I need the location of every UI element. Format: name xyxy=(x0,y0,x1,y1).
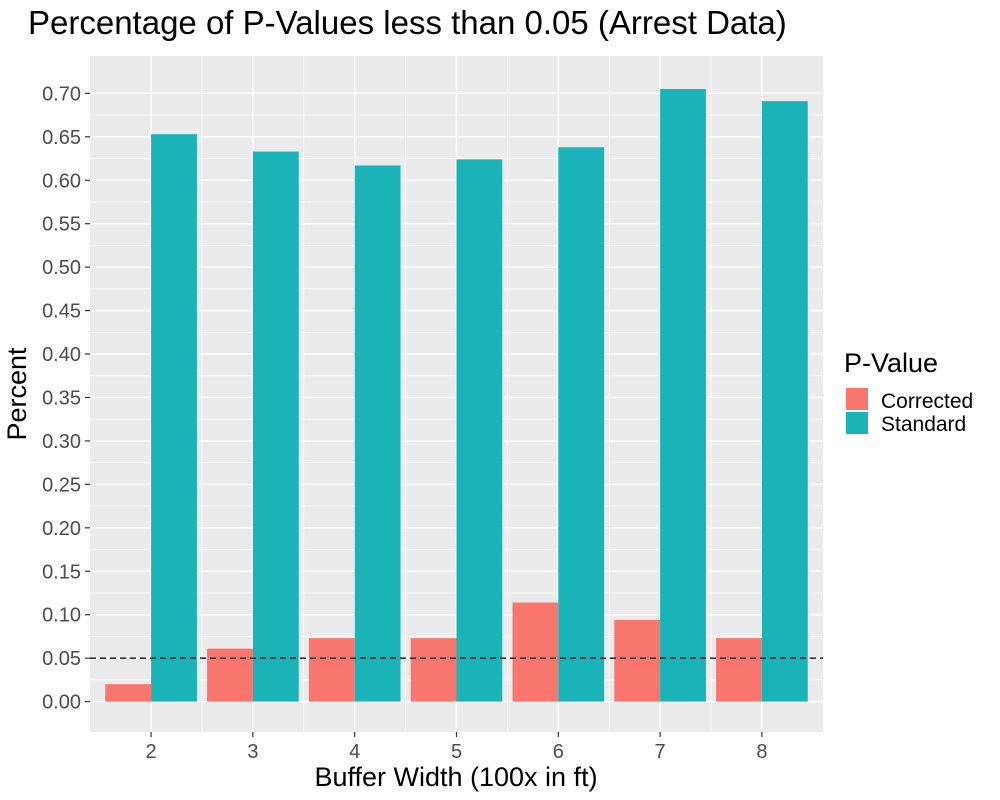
x-tick-label: 4 xyxy=(349,741,360,763)
y-tick-label: 0.40 xyxy=(42,344,81,366)
bar-corrected-6 xyxy=(512,602,559,702)
x-tick-label: 2 xyxy=(146,741,157,763)
bar-standard-4 xyxy=(354,165,401,702)
x-tick-label: 7 xyxy=(655,741,666,763)
legend-key-corrected xyxy=(846,388,868,410)
bar-corrected-4 xyxy=(308,638,355,702)
y-tick-label: 0.35 xyxy=(42,387,81,409)
x-tick-label: 5 xyxy=(451,741,462,763)
y-tick-label: 0.05 xyxy=(42,648,81,670)
bar-standard-3 xyxy=(252,151,299,702)
legend-label-corrected: Corrected xyxy=(881,390,973,413)
y-tick-label: 0.20 xyxy=(42,518,81,540)
legend-label-standard: Standard xyxy=(881,413,966,436)
y-tick-label: 0.10 xyxy=(42,605,81,627)
y-tick-label: 0.65 xyxy=(42,127,81,149)
y-axis-label: Percent xyxy=(2,347,32,441)
y-tick-label: 0.00 xyxy=(42,692,81,714)
legend-key-standard xyxy=(846,412,868,434)
bars xyxy=(105,89,808,702)
legend: P-Value Corrected Standard xyxy=(844,348,973,436)
bar-standard-7 xyxy=(660,89,706,702)
y-tick-label: 0.70 xyxy=(42,83,81,105)
legend-title: P-Value xyxy=(844,348,938,378)
x-axis-ticks: 2 3 4 5 6 7 8 xyxy=(146,732,767,763)
y-axis-ticks: 0.00 0.05 0.10 0.15 0.20 0.25 0.30 0.35 0.40 0.45… xyxy=(42,83,90,714)
chart-title: Percentage of P-Values less than 0.05 (A… xyxy=(28,4,787,41)
y-tick-label: 0.45 xyxy=(42,301,81,323)
bar-corrected-2 xyxy=(105,684,152,702)
y-tick-label: 0.25 xyxy=(42,474,81,496)
bar-corrected-5 xyxy=(410,638,457,702)
y-tick-label: 0.15 xyxy=(42,561,81,583)
y-tick-label: 0.60 xyxy=(42,170,81,192)
x-tick-label: 8 xyxy=(756,741,767,763)
bar-corrected-8 xyxy=(716,638,762,702)
y-tick-label: 0.30 xyxy=(42,431,81,453)
bar-standard-8 xyxy=(761,101,808,702)
x-tick-label: 3 xyxy=(247,741,258,763)
y-tick-label: 0.50 xyxy=(42,257,81,279)
x-tick-label: 6 xyxy=(553,741,564,763)
bar-standard-6 xyxy=(558,147,605,702)
bar-standard-5 xyxy=(456,159,503,702)
bar-corrected-7 xyxy=(614,619,661,702)
y-tick-label: 0.55 xyxy=(42,214,81,236)
bar-standard-2 xyxy=(151,134,197,702)
bar-corrected-3 xyxy=(207,648,253,702)
x-axis-label: Buffer Width (100x in ft) xyxy=(314,762,597,792)
